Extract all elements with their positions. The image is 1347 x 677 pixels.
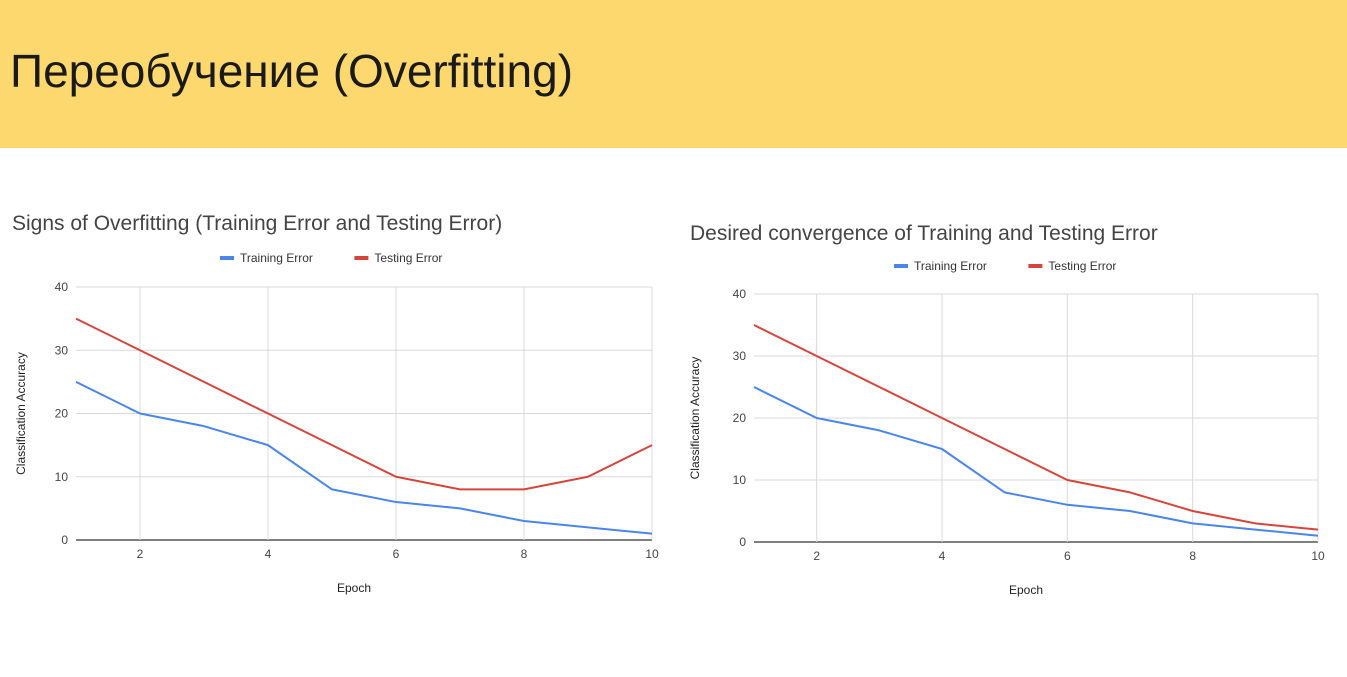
x-axis-label: Epoch — [337, 581, 371, 595]
legend-swatch — [894, 264, 908, 268]
series-line-testing-error — [753, 324, 1319, 531]
chart-2-desired-convergence: 0 10 20 30 40 2 4 6 8 10 Epoch Classification Accur… — [688, 259, 1325, 597]
y-tick-label: 40 — [55, 280, 69, 294]
chart-1-title: Signs of Overfitting (Training Error and… — [12, 212, 503, 235]
y-tick-label: 0 — [739, 535, 746, 549]
x-tick-label: 8 — [521, 547, 528, 561]
y-tick-label: 20 — [733, 411, 747, 425]
x-tick-label: 10 — [645, 547, 659, 561]
x-tick-label: 6 — [393, 547, 400, 561]
y-tick-label: 10 — [55, 470, 69, 484]
x-axis-label: Epoch — [1009, 583, 1043, 597]
x-tick-label: 6 — [1064, 549, 1071, 563]
y-axis-label: Classification Accuracy — [14, 352, 28, 475]
legend-label: Testing Error — [1048, 259, 1116, 273]
legend-label: Training Error — [240, 251, 313, 265]
y-axis-label: Classification Accuracy — [688, 357, 702, 480]
legend-label: Training Error — [914, 259, 987, 273]
y-tick-label: 20 — [55, 407, 69, 421]
y-tick-label: 40 — [733, 287, 747, 301]
legend-swatch — [354, 256, 369, 260]
x-tick-label: 2 — [813, 549, 820, 563]
legend-swatch — [220, 256, 234, 260]
series-line-training-error — [75, 380, 653, 535]
y-tick-label: 10 — [733, 473, 747, 487]
y-tick-label: 30 — [733, 349, 747, 363]
slide-title: Переобучение (Overfitting) — [10, 45, 574, 97]
x-tick-label: 10 — [1311, 549, 1325, 563]
chart-1-overfitting: 0 10 20 30 40 2 4 6 8 10 Epoch Classification Accur… — [14, 251, 659, 595]
x-tick-label: 2 — [137, 547, 144, 561]
chart-2-title: Desired convergence of Training and Test… — [690, 222, 1158, 245]
x-tick-label: 4 — [265, 547, 272, 561]
x-tick-label: 8 — [1189, 549, 1196, 563]
x-tick-label: 4 — [939, 549, 946, 563]
series-line-training-error — [753, 386, 1319, 537]
series-line-testing-error — [75, 317, 653, 491]
legend-label: Testing Error — [374, 251, 442, 265]
legend-swatch — [1028, 264, 1043, 268]
y-tick-label: 30 — [55, 343, 69, 357]
slide-header: Переобучение (Overfitting) — [0, 0, 1347, 148]
y-tick-label: 0 — [61, 533, 68, 547]
